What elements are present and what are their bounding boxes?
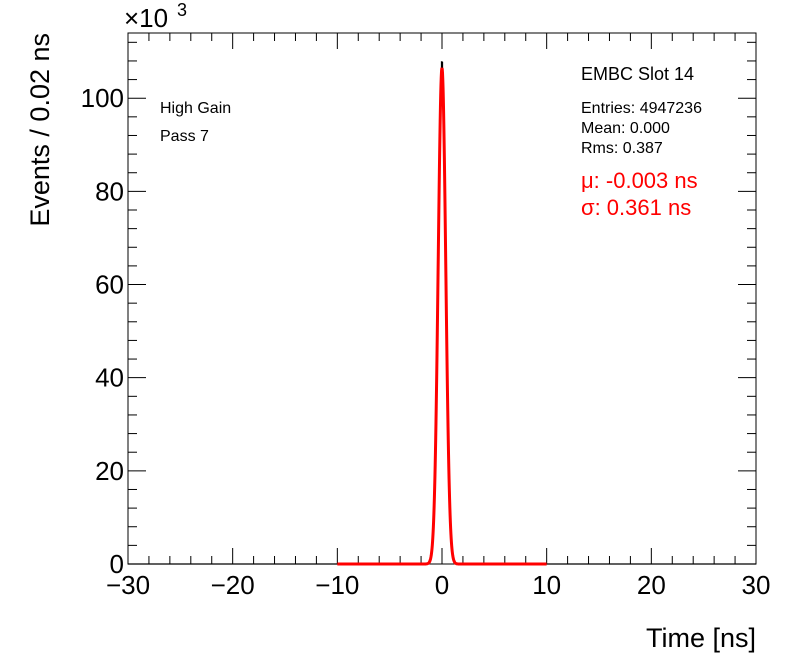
x-tick-label: 20 — [637, 570, 666, 600]
y-tick-label: 40 — [95, 363, 124, 393]
gaussian-fit-curve — [337, 67, 547, 566]
y-multiplier-exponent: 3 — [177, 0, 187, 20]
y-tick-label: 0 — [110, 549, 124, 579]
histogram-series — [128, 61, 756, 565]
fit-sigma-label: σ: 0.361 ns — [581, 195, 691, 220]
x-tick-label: −10 — [315, 570, 359, 600]
x-axis-ticks — [127, 33, 757, 564]
label-pass: Pass 7 — [160, 128, 209, 145]
y-tick-label: 60 — [95, 270, 124, 300]
stats-mean: Mean: 0.000 — [581, 120, 670, 137]
x-tick-label: −20 — [211, 570, 255, 600]
x-tick-label: −30 — [106, 570, 150, 600]
stats-rms: Rms: 0.387 — [581, 140, 663, 157]
stats-entries: Entries: 4947236 — [581, 100, 702, 117]
fit-mu-label: μ: -0.003 ns — [581, 168, 698, 193]
y-multiplier-base: ×10 — [124, 3, 168, 33]
y-axis-title: Events / 0.02 ns — [25, 33, 55, 227]
y-tick-label: 80 — [95, 176, 124, 206]
x-axis-tick-labels: −30 −20 −10 0 10 20 30 — [106, 570, 771, 600]
stats-title: EMBC Slot 14 — [581, 64, 694, 84]
x-axis-title: Time [ns] — [646, 623, 756, 653]
x-tick-label: 0 — [435, 570, 449, 600]
y-axis-tick-labels: 0 20 40 60 80 100 — [81, 83, 124, 579]
label-high-gain: High Gain — [160, 100, 231, 117]
y-tick-label: 100 — [81, 83, 124, 113]
y-tick-label: 20 — [95, 456, 124, 486]
x-tick-label: 10 — [532, 570, 561, 600]
x-tick-label: 30 — [742, 570, 771, 600]
y-axis-ticks — [128, 41, 756, 565]
